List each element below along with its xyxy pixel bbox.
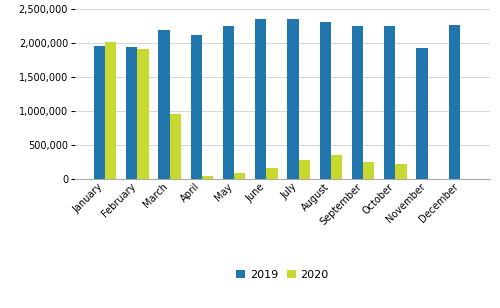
Bar: [416, 48, 428, 179]
Bar: [266, 168, 278, 179]
Bar: [255, 19, 266, 179]
Bar: [298, 160, 310, 179]
Bar: [170, 114, 181, 179]
Bar: [352, 26, 363, 179]
Legend: 2019, 2020: 2019, 2020: [232, 265, 333, 285]
Bar: [223, 26, 234, 179]
Bar: [190, 35, 202, 179]
Bar: [384, 26, 396, 179]
Bar: [234, 173, 245, 179]
Bar: [138, 49, 148, 179]
Bar: [288, 19, 298, 179]
Bar: [320, 22, 331, 179]
Bar: [105, 42, 117, 179]
Bar: [363, 162, 374, 179]
Bar: [158, 30, 170, 179]
Bar: [448, 25, 460, 179]
Bar: [126, 47, 138, 179]
Bar: [94, 46, 105, 179]
Bar: [396, 164, 406, 179]
Bar: [202, 176, 213, 179]
Bar: [331, 155, 342, 179]
